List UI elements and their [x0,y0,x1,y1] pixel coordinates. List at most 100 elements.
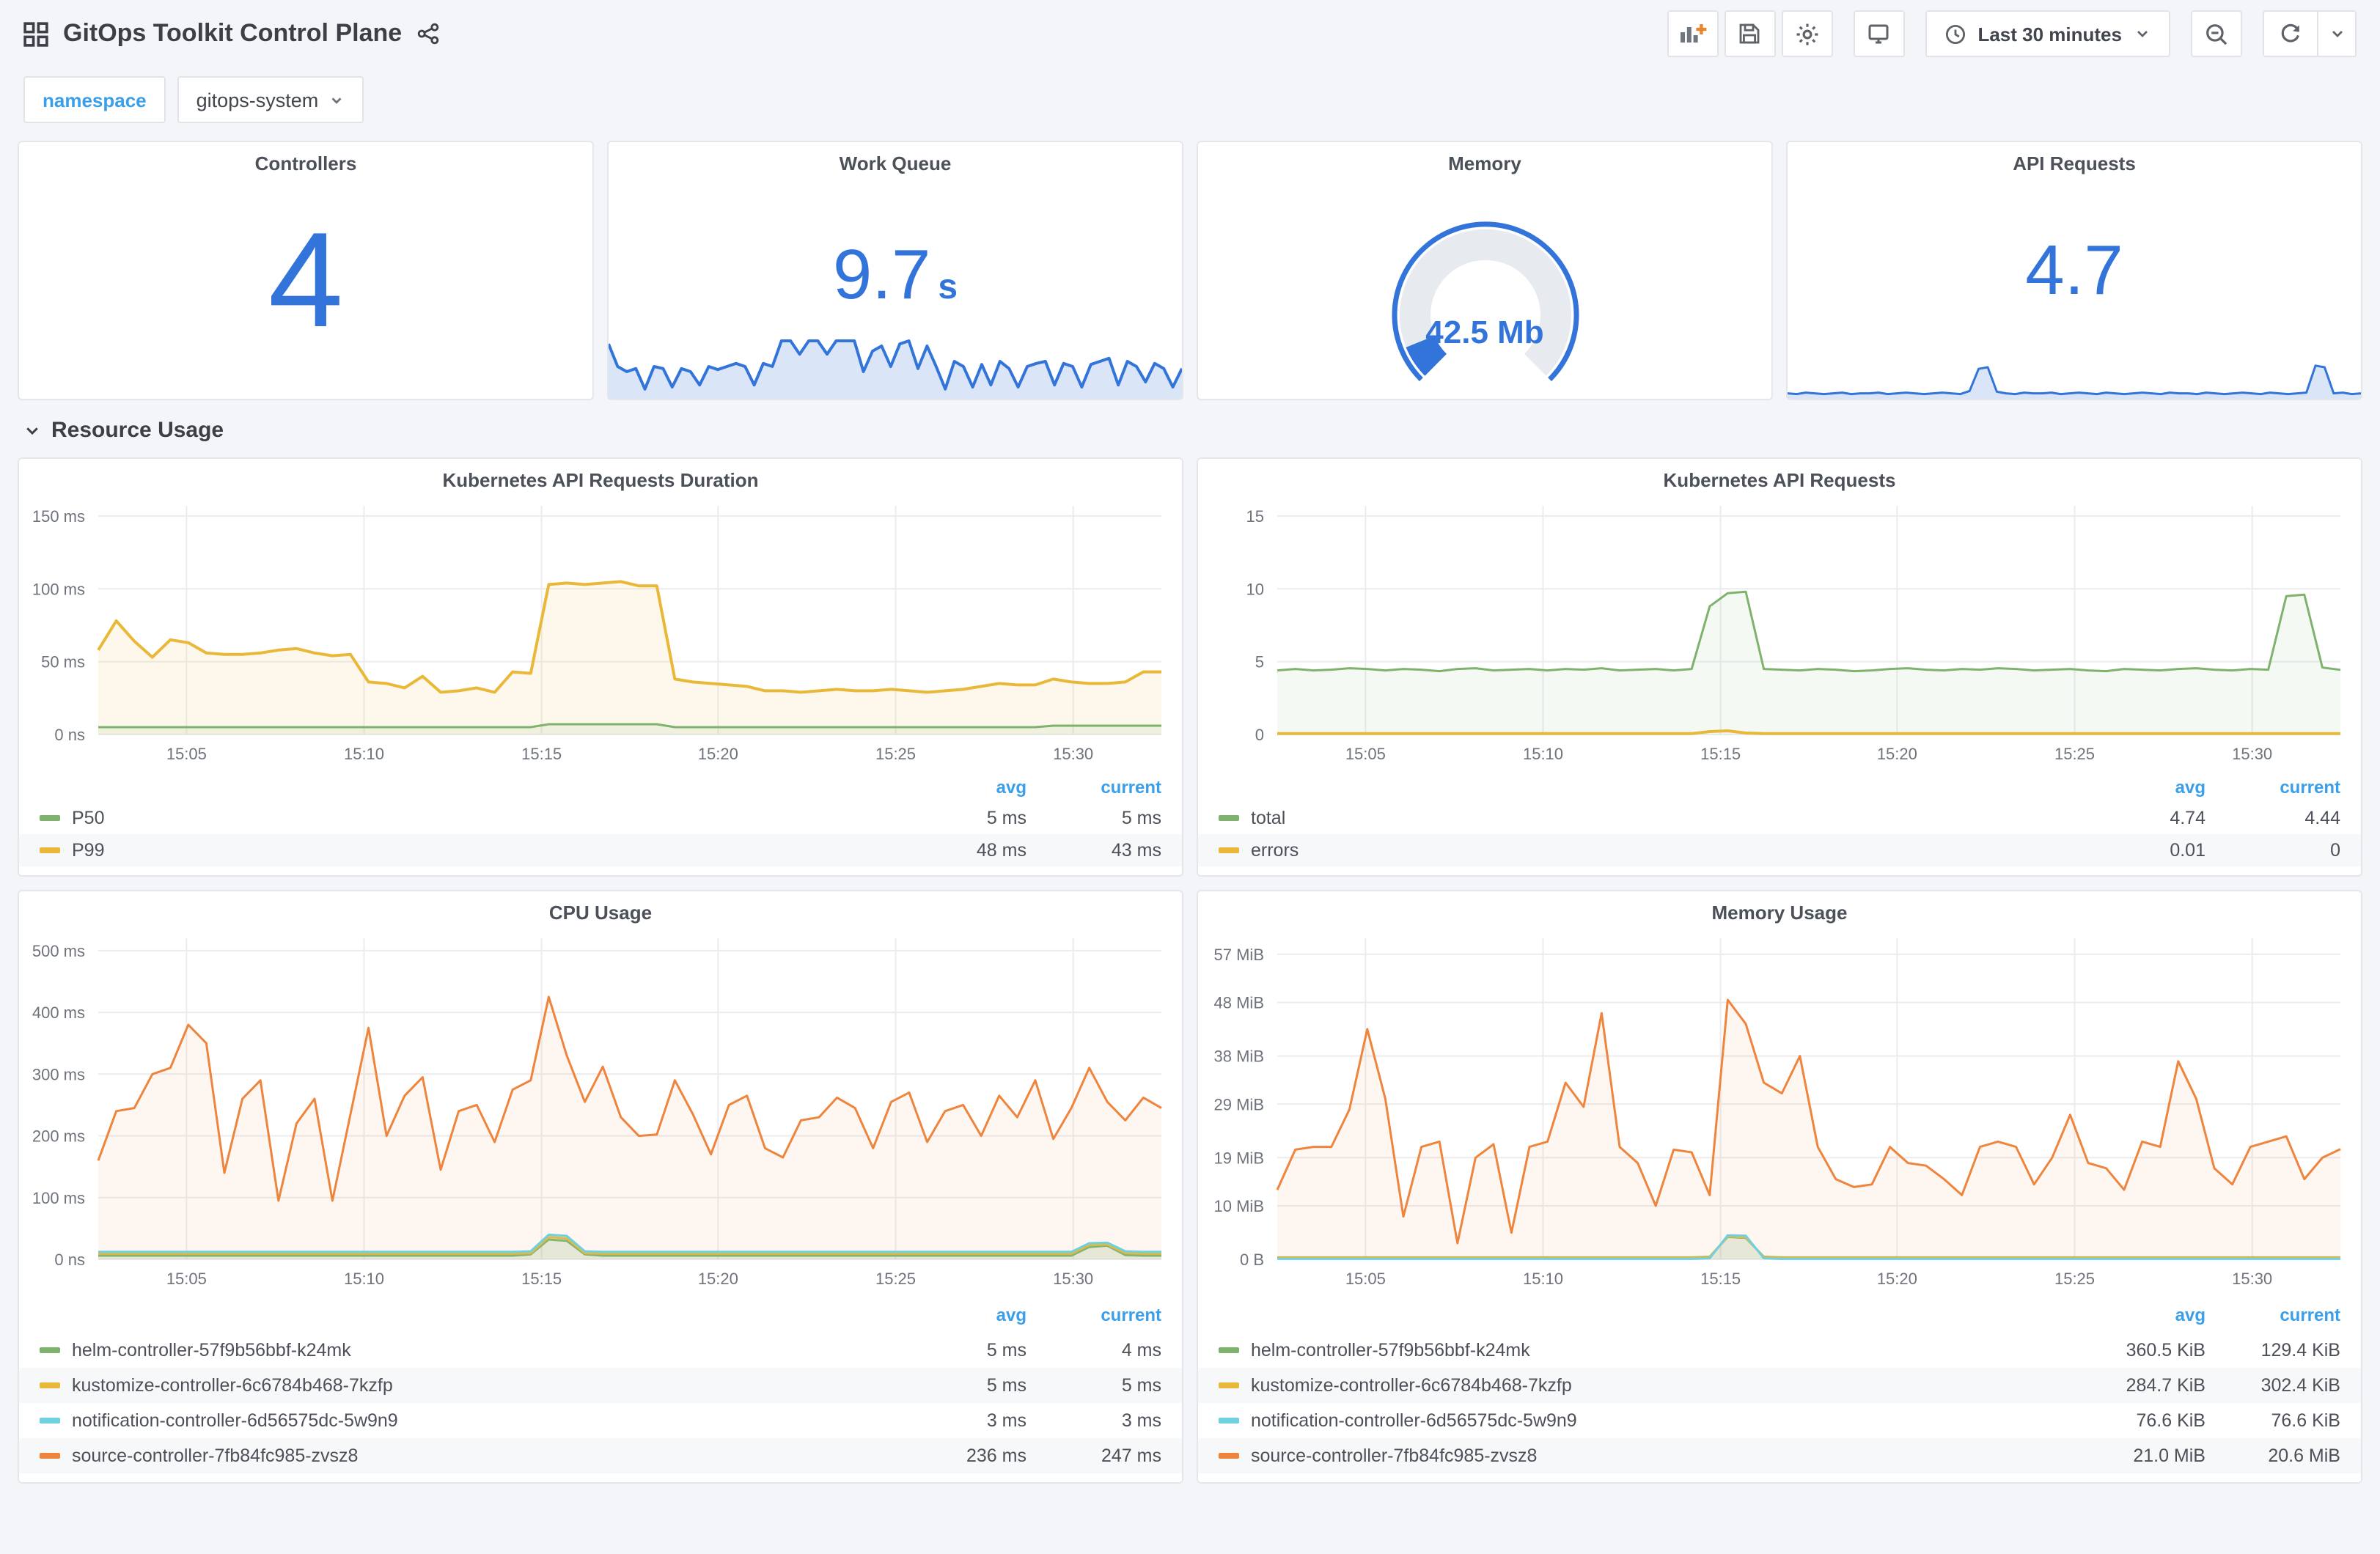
legend-series-name[interactable]: notification-controller-6d56575dc-5w9n9 [1251,1410,1577,1431]
tv-mode-button[interactable] [1853,10,1905,57]
svg-text:10: 10 [1246,580,1264,598]
svg-text:15:30: 15:30 [1053,1270,1093,1288]
grafana-dashboard: GitOps Toolkit Control Plane [0,10,2380,1484]
add-panel-button[interactable] [1667,10,1719,57]
legend-avg-value: 360.5 KiB [2126,1340,2205,1360]
legend-row: total 4.74 4.44 [1198,802,2361,834]
work-queue-sparkline[interactable] [609,293,1182,399]
svg-text:57 MiB: 57 MiB [1214,946,1264,964]
time-range-picker[interactable]: Last 30 minutes [1925,10,2170,57]
legend-avg-value: 4.74 [2170,808,2205,828]
series-color-dash [40,1347,60,1353]
legend-row: kustomize-controller-6c6784b468-7kzfp 284… [1198,1368,2361,1403]
svg-text:15:20: 15:20 [698,745,738,763]
panel-title[interactable]: API Requests [2013,152,2136,174]
panel-title[interactable]: Kubernetes API Requests [1663,469,1896,491]
panel-title[interactable]: Memory Usage [1711,902,1848,924]
panel-title[interactable]: CPU Usage [548,902,653,924]
legend-col-current[interactable]: current [1101,777,1161,798]
panel-title[interactable]: Controllers [254,152,357,174]
work-queue-value: 9.7 s [832,237,958,314]
api-requests-sparkline[interactable] [1788,317,2361,399]
svg-text:15:15: 15:15 [1700,745,1741,763]
k8s-api-requests-plot[interactable]: 15:05 15:10 15:15 15:20 15:25 15:30 0 5 10 15 [1198,491,2361,770]
svg-text:200 ms: 200 ms [32,1127,85,1146]
series-color-dash [1219,1347,1239,1353]
series-color-dash [40,1382,60,1388]
svg-text:500 ms: 500 ms [32,942,85,960]
legend-row: errors 0.01 0 [1198,834,2361,866]
k8s-api-requests-duration-plot[interactable]: 15:05 15:10 15:15 15:20 15:25 15:30 0 ns 50 ms 1… [19,491,1182,770]
panel-title[interactable]: Kubernetes API Requests Duration [442,469,759,491]
legend-series-name[interactable]: source-controller-7fb84fc985-zvsz8 [1251,1446,1538,1466]
legend-series-name[interactable]: helm-controller-57f9b56bbf-k24mk [72,1340,351,1360]
variables-row: namespace gitops-system [0,67,2380,129]
dashboard-settings-button[interactable] [1781,10,1833,57]
svg-text:15:25: 15:25 [875,745,916,763]
legend-header: avg current [1198,1297,2361,1333]
svg-text:15:20: 15:20 [698,1270,738,1288]
panel-cpu-usage: CPU Usage 15:05 15:10 15:15 15:20 15:25 15:30… [18,890,1183,1484]
legend-series-name[interactable]: P50 [72,808,105,828]
svg-text:15:30: 15:30 [1053,745,1093,763]
chevron-down-icon [2134,25,2151,43]
legend-current-value: 0 [2330,840,2340,861]
legend-series-name[interactable]: source-controller-7fb84fc985-zvsz8 [72,1446,359,1466]
svg-text:15:15: 15:15 [521,745,562,763]
svg-text:15:05: 15:05 [166,745,207,763]
namespace-filter-label[interactable]: namespace [23,76,166,123]
legend-row: P50 5 ms 5 ms [19,802,1182,834]
legend-header: avg current [1198,773,2361,802]
memory-gauge [1198,183,1771,399]
refresh-interval-dropdown[interactable] [2317,12,2355,56]
dashboard-grid-icon [23,21,48,46]
cpu-usage-plot[interactable]: 15:05 15:10 15:15 15:20 15:25 15:30 0 ns 100 ms… [19,924,1182,1295]
series-color-dash [40,847,60,853]
panel-title[interactable]: Memory [1448,152,1521,174]
legend-series-name[interactable]: total [1251,808,1286,828]
panel-memory-usage: Memory Usage 15:05 15:10 15:15 15:20 15:25 15… [1197,890,2362,1484]
legend-col-current[interactable]: current [2280,777,2340,798]
svg-text:10 MiB: 10 MiB [1214,1197,1264,1215]
panel-memory: Memory 42.5 Mb [1197,141,1773,400]
legend-row: P99 48 ms 43 ms [19,834,1182,866]
legend-col-avg[interactable]: avg [996,1305,1026,1325]
legend-avg-value: 48 ms [976,840,1026,861]
legend-current-value: 4 ms [1121,1340,1161,1360]
panel-work-queue: Work Queue 9.7 s [607,141,1183,400]
svg-text:100 ms: 100 ms [32,1189,85,1207]
panel-title[interactable]: Work Queue [839,152,952,174]
namespace-filter-select[interactable]: gitops-system [177,76,364,123]
legend-series-name[interactable]: helm-controller-57f9b56bbf-k24mk [1251,1340,1530,1360]
add-panel-icon [1680,24,1706,43]
memory-usage-plot[interactable]: 15:05 15:10 15:15 15:20 15:25 15:30 0 B 10 MiB 1… [1198,924,2361,1295]
api-requests-value: 4.7 [2025,232,2123,309]
legend-series-name[interactable]: kustomize-controller-6c6784b468-7kzfp [1251,1375,1572,1396]
legend-col-avg[interactable]: avg [2175,777,2205,798]
legend: avg current P50 5 ms 5 ms P99 48 ms 43 ms [19,770,1182,875]
legend-current-value: 20.6 MiB [2268,1446,2340,1466]
series-color-dash [1219,815,1239,821]
refresh-button[interactable] [2264,12,2317,56]
namespace-filter-value: gitops-system [196,89,319,111]
svg-text:400 ms: 400 ms [32,1004,85,1022]
legend-series-name[interactable]: notification-controller-6d56575dc-5w9n9 [72,1410,398,1431]
series-color-dash [1219,1453,1239,1459]
zoom-out-button[interactable] [2191,10,2242,57]
legend-col-avg[interactable]: avg [996,777,1026,798]
svg-text:19 MiB: 19 MiB [1214,1149,1264,1167]
legend-avg-value: 284.7 KiB [2126,1375,2205,1396]
legend-series-name[interactable]: errors [1251,840,1299,861]
svg-text:15:20: 15:20 [1877,745,1917,763]
legend-series-name[interactable]: kustomize-controller-6c6784b468-7kzfp [72,1375,393,1396]
chevron-down-icon [331,97,342,103]
save-dashboard-button[interactable] [1724,10,1776,57]
panel-k8s-api-requests: Kubernetes API Requests 15:05 15:10 15:15 1… [1197,457,2362,877]
svg-text:15:25: 15:25 [2054,745,2095,763]
legend-series-name[interactable]: P99 [72,840,105,861]
share-icon[interactable] [416,22,440,45]
legend-col-current[interactable]: current [1101,1305,1161,1325]
section-resource-usage[interactable]: Resource Usage [0,400,2380,454]
legend-col-avg[interactable]: avg [2175,1305,2205,1325]
legend-col-current[interactable]: current [2280,1305,2340,1325]
